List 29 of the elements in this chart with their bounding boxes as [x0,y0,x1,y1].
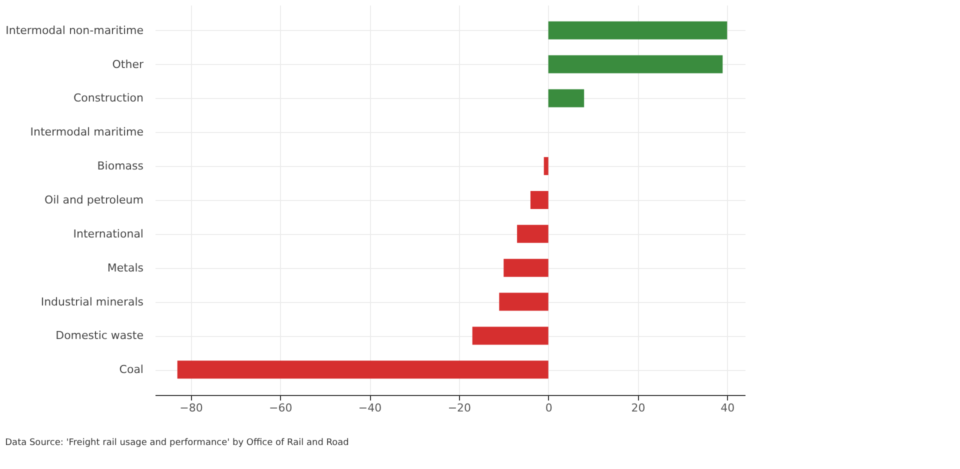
x-tick-label: −20 [448,402,472,414]
y-tick-label: Intermodal non-maritime [6,24,144,37]
y-tick-label: Domestic waste [56,329,144,342]
bar [499,292,548,311]
bar [530,191,548,209]
y-tick-label: Coal [119,363,144,376]
x-tick-label: 40 [720,402,735,414]
y-tick-label: Biomass [97,160,144,173]
y-tick-label: Intermodal maritime [30,126,144,139]
bar [548,21,728,40]
x-tick-label: 0 [545,402,552,414]
x-tick-label: 20 [631,402,646,414]
x-tick-label: −60 [269,402,292,414]
bar [472,326,548,345]
x-tick-label: −40 [358,402,382,414]
bar [517,224,548,243]
y-tick-label: International [73,227,144,240]
bar [544,157,548,176]
bar [177,360,548,379]
bar [548,89,584,108]
y-tick-label: Industrial minerals [40,295,144,308]
x-tick-label: −80 [180,402,203,414]
y-tick-label: Oil and petroleum [44,194,144,206]
y-tick-label: Other [112,58,144,71]
y-tick-label: Metals [107,261,144,274]
bar [548,55,723,74]
source-note: Data Source: 'Freight rail usage and performance' by Office of Rail and Road [5,438,349,448]
y-tick-label: Construction [73,92,144,105]
bar [504,258,548,277]
